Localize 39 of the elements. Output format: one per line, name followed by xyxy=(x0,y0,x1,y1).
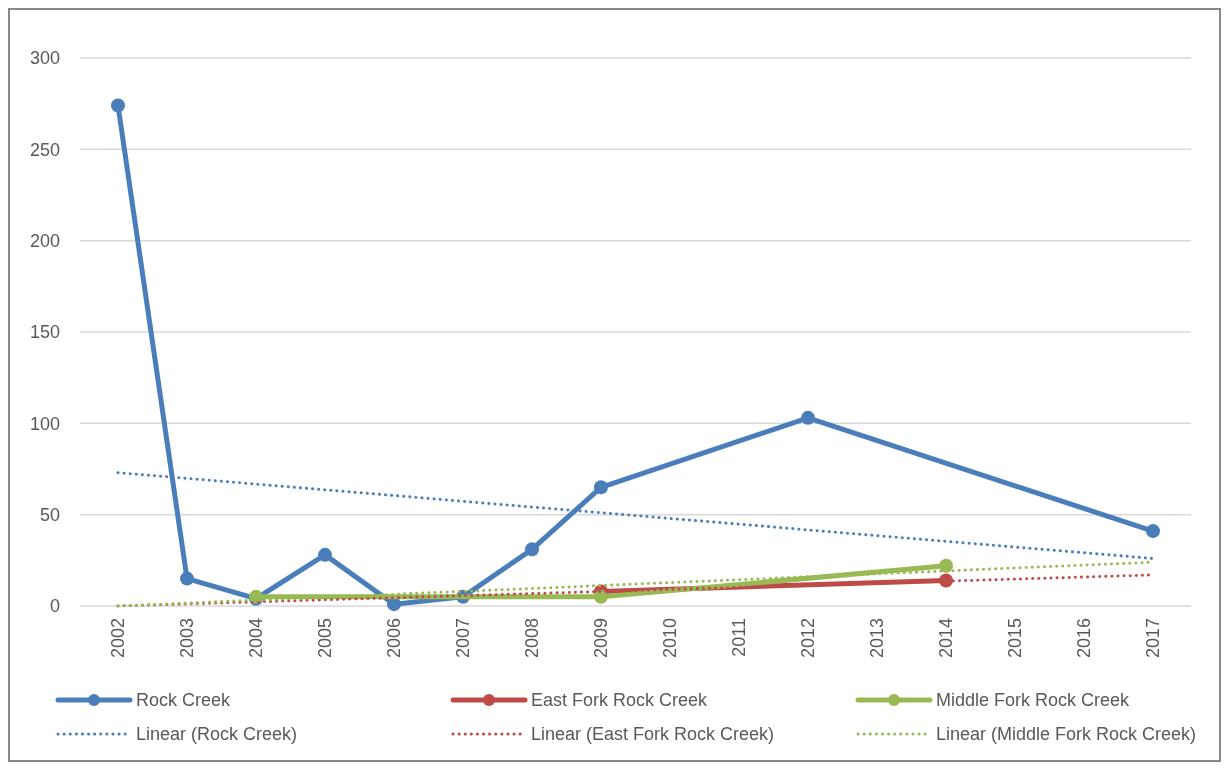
point xyxy=(801,410,815,425)
x-tick-label: 2009 xyxy=(591,618,612,659)
point xyxy=(1146,524,1160,539)
y-tick-label: 50 xyxy=(39,504,60,525)
y-tick-label: 100 xyxy=(29,413,60,434)
point xyxy=(111,98,125,113)
x-tick-label: 2012 xyxy=(798,618,819,659)
y-tick-label: 300 xyxy=(29,48,60,69)
x-tick-label: 2008 xyxy=(522,618,543,659)
x-tick-label: 2006 xyxy=(384,618,405,659)
x-tick-label: 2003 xyxy=(177,618,198,659)
legend-label: Linear (Middle Fork Rock Creek) xyxy=(936,724,1197,745)
legend-label: Middle Fork Rock Creek xyxy=(936,690,1131,711)
x-tick-label: 2015 xyxy=(1005,618,1026,659)
x-tick-label: 2005 xyxy=(315,618,336,659)
x-tick-label: 2017 xyxy=(1143,618,1164,659)
point xyxy=(318,547,332,562)
legend-label: Linear (Rock Creek) xyxy=(136,724,298,745)
x-tick-label: 2013 xyxy=(867,618,888,659)
legend-label: Linear (East Fork Rock Creek) xyxy=(531,724,775,745)
x-tick-label: 2002 xyxy=(108,618,129,659)
point xyxy=(594,589,608,604)
y-tick-label: 200 xyxy=(29,230,60,251)
point xyxy=(387,597,401,612)
point xyxy=(594,480,608,495)
point xyxy=(180,571,194,586)
x-tick-label: 2007 xyxy=(453,618,474,659)
x-tick-label: 2004 xyxy=(246,618,267,659)
point xyxy=(939,558,953,573)
y-tick-label: 150 xyxy=(29,322,60,343)
x-tick-label: 2016 xyxy=(1074,618,1095,659)
legend-label: Rock Creek xyxy=(136,690,232,711)
x-tick-label: 2010 xyxy=(660,618,681,659)
x-tick-label: 2014 xyxy=(936,618,957,659)
y-tick-label: 0 xyxy=(49,596,60,617)
legend-label: East Fork Rock Creek xyxy=(531,690,709,711)
x-tick-label: 2011 xyxy=(729,618,750,657)
point xyxy=(525,542,539,557)
y-tick-label: 250 xyxy=(29,139,60,160)
